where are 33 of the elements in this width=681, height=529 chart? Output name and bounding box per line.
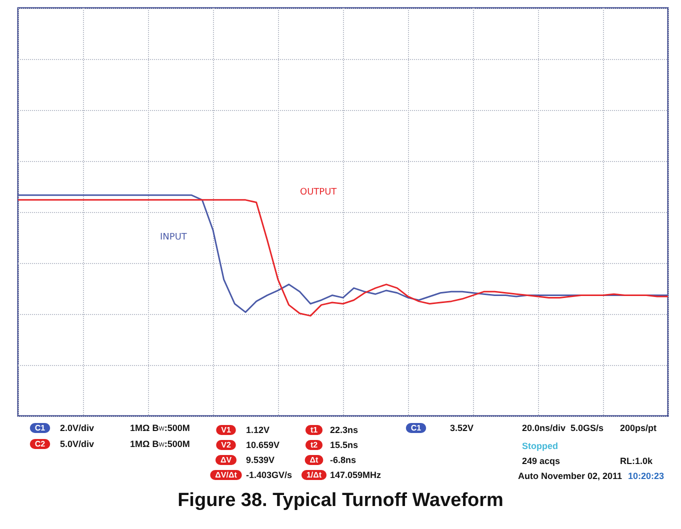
- text: 249 acqs: [522, 456, 560, 466]
- text: 147.059MHz: [330, 470, 382, 480]
- text: -6.8ns: [330, 455, 356, 465]
- text: 9.539V: [246, 455, 275, 465]
- text: V2: [221, 440, 232, 450]
- text: V1: [221, 426, 232, 434]
- text: ΔV/Δt: [215, 470, 238, 480]
- text: 3.52V: [450, 423, 474, 433]
- text: 22.3ns: [330, 425, 358, 435]
- text: 1.12V: [246, 425, 270, 435]
- text: C1: [34, 424, 46, 432]
- text: Δt: [310, 456, 319, 464]
- text: 1/Δt: [306, 470, 322, 480]
- text: Figure 38. Typical Turnoff Waveform: [178, 490, 504, 511]
- text: C2: [34, 440, 46, 448]
- text: 5.0V/div: [60, 439, 94, 449]
- text: t1: [310, 426, 318, 434]
- text: 10:20:23: [628, 471, 664, 481]
- text: RL:1.0k: [620, 456, 654, 466]
- text: 20.0ns/div 5.0GS/s: [522, 423, 604, 433]
- text: 15.5ns: [330, 440, 358, 450]
- text: C1: [410, 424, 422, 432]
- text: ΔV: [220, 456, 232, 464]
- text: 200ps/pt: [620, 423, 657, 433]
- text: 10.659V: [246, 440, 280, 450]
- text: INPUT: [160, 232, 188, 242]
- text: 2.0V/div: [60, 423, 94, 433]
- text: OUTPUT: [300, 188, 338, 198]
- text: -1.403GV/s: [246, 470, 292, 480]
- text: November 02, 2011: [541, 471, 622, 481]
- text: Stopped: [522, 441, 558, 451]
- text: Auto: [518, 471, 539, 481]
- text: t2: [310, 440, 318, 450]
